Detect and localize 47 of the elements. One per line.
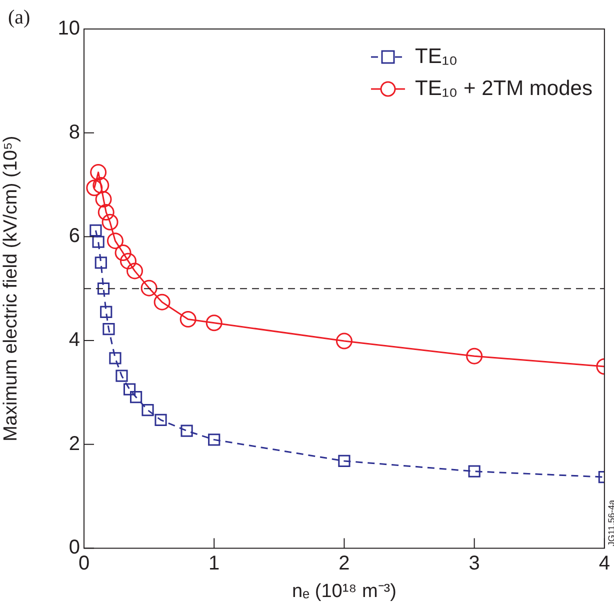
point <box>336 332 352 350</box>
y-axis-title: Maximum electric field (kV/cm) (10⁵) <box>0 136 22 442</box>
point <box>95 191 112 208</box>
point <box>154 414 167 426</box>
point <box>92 236 104 248</box>
x-tick-label: 4 <box>598 552 610 575</box>
point <box>206 314 222 332</box>
y-tick-label: 4 <box>68 329 80 352</box>
point <box>126 262 143 280</box>
point <box>468 465 480 478</box>
y-tick-label: 10 <box>58 18 80 40</box>
legend-label: TE₁₀ + 2TM modes <box>415 76 592 100</box>
point <box>142 404 154 416</box>
point <box>180 310 196 328</box>
point <box>92 177 110 194</box>
point <box>86 180 103 196</box>
point <box>140 280 158 296</box>
point <box>90 224 102 237</box>
point <box>97 282 110 295</box>
y-tick-label: 6 <box>68 225 80 248</box>
y-tick-label: 2 <box>68 432 80 455</box>
point <box>130 391 142 404</box>
point <box>94 256 107 269</box>
x-tick-label: 1 <box>208 552 220 575</box>
y-tick-label: 8 <box>68 121 80 144</box>
point <box>154 294 170 310</box>
y-tick-label: 0 <box>68 536 80 559</box>
point <box>102 323 115 336</box>
text: (a) <box>8 6 30 28</box>
point <box>98 204 114 221</box>
point <box>90 164 107 181</box>
point <box>338 454 350 468</box>
point <box>102 214 118 230</box>
x-axis-title: nₑ (10¹⁸ m⁻³) <box>292 580 396 602</box>
point <box>208 434 220 446</box>
point <box>114 244 132 262</box>
point <box>120 252 136 270</box>
point <box>466 348 483 364</box>
point <box>180 424 193 437</box>
point <box>109 352 122 364</box>
x-tick-label: 2 <box>338 552 350 575</box>
x-tick-label: 3 <box>468 552 480 575</box>
point <box>106 232 124 250</box>
point <box>116 370 128 382</box>
legend-label: TE₁₀ <box>415 44 458 68</box>
point <box>123 383 136 396</box>
point <box>100 306 112 318</box>
